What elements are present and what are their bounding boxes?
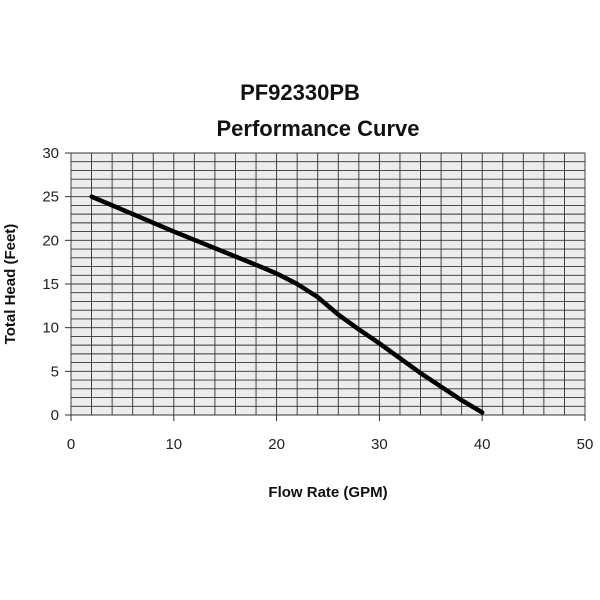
y-tick-label: 15 [42,276,59,293]
y-tick-label: 10 [42,320,59,337]
tick-labels: 0 10 20 30 40 50 0 5 10 15 20 25 30 [42,145,593,453]
x-tick-label: 0 [67,436,75,453]
performance-curve-line [89,194,485,415]
y-tick-label: 0 [51,407,59,424]
y-tick-label: 30 [42,145,59,162]
y-tick-label: 20 [42,232,59,249]
y-tick-label: 25 [42,189,59,206]
grid [70,152,586,416]
y-axis-label: Total Head (Feet) [2,224,19,345]
x-tick-label: 30 [371,436,388,453]
x-tick-label: 10 [165,436,182,453]
chart-subtitle: Performance Curve [216,116,420,141]
chart-title: PF92330PB [240,80,360,105]
x-tick-label: 50 [577,436,594,453]
x-axis-label: Flow Rate (GPM) [268,484,387,501]
x-tick-label: 40 [474,436,491,453]
y-tick-label: 5 [51,363,59,380]
x-tick-label: 20 [268,436,285,453]
